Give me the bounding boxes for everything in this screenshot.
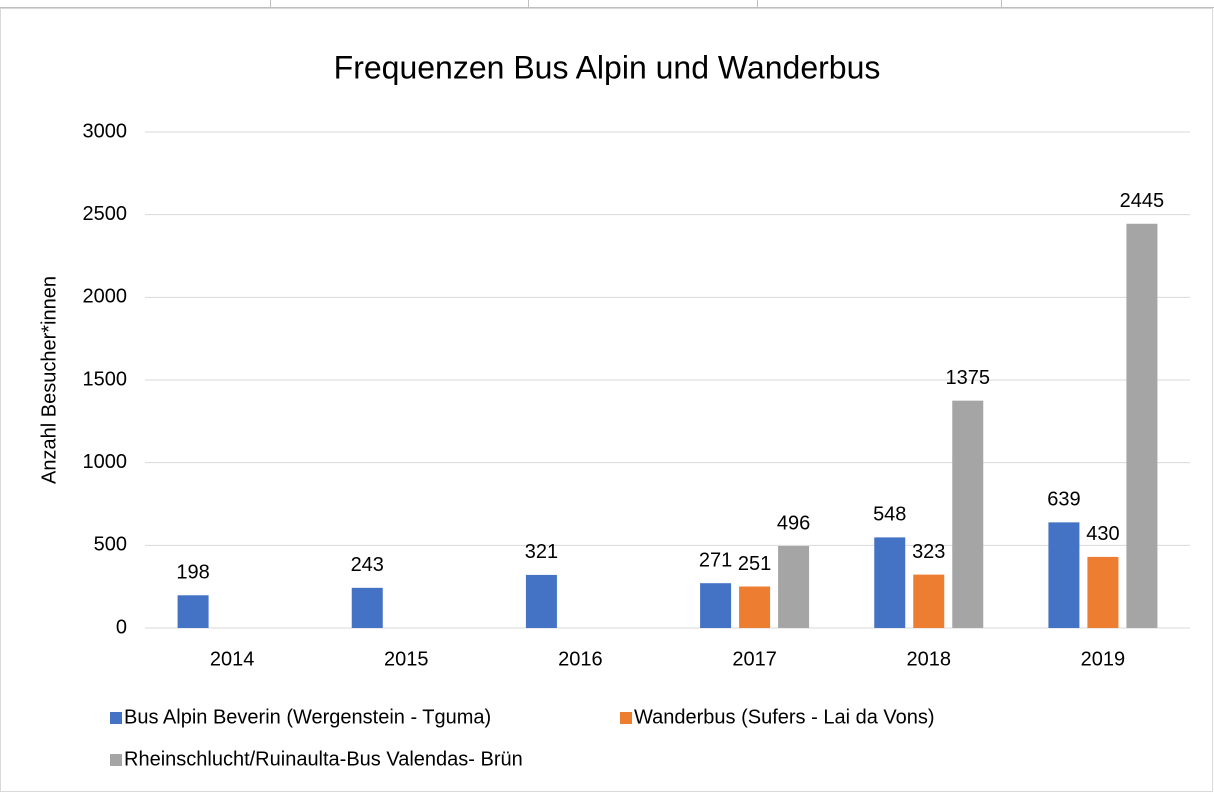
chart-title: Frequenzen Bus Alpin und Wanderbus (334, 49, 881, 85)
legend-swatch (110, 754, 122, 766)
data-label: 198 (176, 562, 209, 584)
legend-label: Wanderbus (Sufers - Lai da Vons) (634, 706, 935, 728)
data-label: 243 (351, 554, 384, 576)
y-tick-label: 2500 (83, 203, 128, 225)
x-tick-label: 2019 (1081, 648, 1126, 670)
sheet-cells (0, 0, 1214, 8)
bar (739, 586, 771, 628)
data-label: 548 (873, 504, 906, 526)
bar (525, 574, 557, 628)
x-tick-label: 2017 (732, 648, 777, 670)
legend-label: Rheinschlucht/Ruinaulta-Bus Valendas- Br… (124, 748, 523, 770)
bar (177, 595, 209, 628)
data-label: 251 (738, 553, 771, 575)
data-label: 271 (699, 549, 732, 571)
bar (1048, 522, 1080, 628)
y-tick-label: 500 (94, 534, 127, 556)
y-tick-label: 3000 (83, 120, 128, 142)
legend-swatch (110, 712, 122, 724)
bar (913, 574, 945, 628)
data-label: 496 (777, 512, 810, 534)
bar (700, 583, 732, 628)
bar (351, 587, 383, 628)
y-tick-label: 1000 (83, 451, 128, 473)
data-label: 2445 (1120, 190, 1165, 212)
bar (778, 545, 810, 628)
bar (952, 400, 984, 628)
data-label: 323 (912, 541, 945, 563)
y-tick-label: 0 (116, 616, 127, 638)
x-tick-label: 2016 (558, 648, 603, 670)
y-tick-label: 1500 (83, 368, 128, 390)
y-tick-label: 2000 (83, 286, 128, 308)
y-axis-label: Anzahl Besucher*innen (38, 276, 60, 484)
data-label: 321 (525, 541, 558, 563)
data-label: 430 (1086, 523, 1119, 545)
bar (874, 537, 906, 628)
x-tick-label: 2015 (384, 648, 429, 670)
x-tick-label: 2018 (907, 648, 952, 670)
chart-border (0, 8, 1213, 792)
bar (1087, 556, 1119, 628)
x-tick-label: 2014 (210, 648, 255, 670)
bar (1126, 223, 1158, 628)
legend-label: Bus Alpin Beverin (Wergenstein - Tguma) (124, 706, 491, 728)
data-label: 1375 (946, 367, 991, 389)
data-label: 639 (1047, 489, 1080, 511)
legend-swatch (620, 712, 632, 724)
